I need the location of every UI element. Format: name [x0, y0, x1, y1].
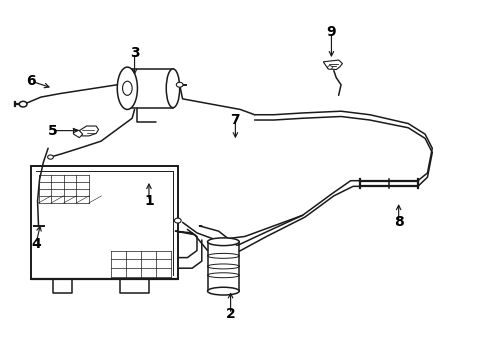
Circle shape — [176, 82, 183, 87]
Polygon shape — [323, 60, 343, 69]
Circle shape — [19, 101, 27, 107]
Ellipse shape — [166, 69, 180, 108]
Circle shape — [328, 66, 332, 69]
Circle shape — [48, 155, 53, 159]
Text: 6: 6 — [26, 74, 36, 88]
Text: 2: 2 — [226, 307, 236, 321]
Ellipse shape — [208, 287, 239, 295]
Ellipse shape — [122, 81, 132, 95]
Text: 3: 3 — [130, 46, 139, 60]
Polygon shape — [79, 126, 98, 136]
Text: 8: 8 — [394, 215, 404, 229]
Text: 5: 5 — [48, 123, 58, 138]
Text: 7: 7 — [231, 113, 240, 127]
Text: 4: 4 — [31, 237, 41, 251]
Polygon shape — [74, 129, 83, 138]
Text: 1: 1 — [144, 194, 154, 208]
Ellipse shape — [208, 238, 239, 246]
Polygon shape — [31, 166, 178, 279]
Ellipse shape — [117, 67, 137, 109]
Text: 9: 9 — [327, 25, 336, 39]
Circle shape — [174, 218, 181, 223]
